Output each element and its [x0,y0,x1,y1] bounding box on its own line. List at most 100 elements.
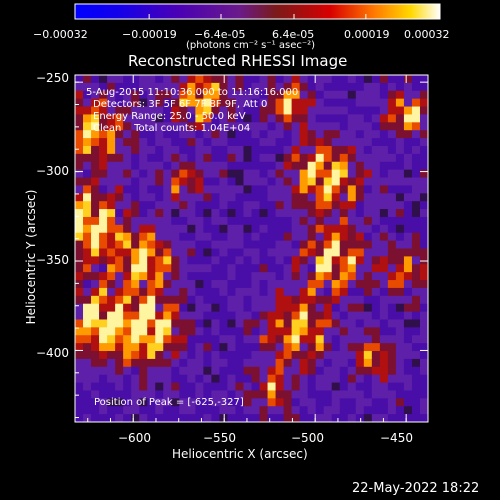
heatmap-cell [419,130,428,139]
heatmap-cell [355,90,365,100]
heatmap-cell [355,145,365,155]
heatmap-cell [171,374,180,384]
heatmap-cell [227,366,236,376]
heatmap-cell [355,287,365,297]
heatmap-cell [339,224,349,234]
heatmap-cell [171,193,180,202]
heatmap-cell [259,264,269,273]
heatmap-cell [243,153,252,163]
heatmap-cell [331,272,341,281]
heatmap-cell [363,390,373,399]
heatmap-cell [187,114,196,123]
heatmap-cell [139,232,148,242]
heatmap-cell [379,303,389,313]
heatmap-cell [219,382,228,391]
heatmap-cell [75,153,84,163]
heatmap-cell [107,240,116,249]
heatmap-cell [403,106,413,115]
heatmap-cell [163,264,172,273]
heatmap-cell [251,303,261,313]
heatmap-cell [331,122,341,131]
heatmap-cell [379,153,389,163]
heatmap-cell [403,98,413,108]
heatmap-cell [283,106,293,115]
heatmap-cell [235,75,244,84]
heatmap-cell [259,406,269,415]
heatmap-cell [307,122,317,131]
heatmap-cell [419,201,428,210]
heatmap-cell [139,374,148,384]
heatmap-cell [323,138,333,147]
heatmap-cell [251,287,261,297]
heatmap-cell [403,374,413,384]
heatmap-cell [323,398,333,407]
heatmap-cell [147,75,156,84]
heatmap-cell [155,169,164,179]
heatmap-cell [75,209,84,218]
heatmap-cell [251,272,261,281]
heatmap-cell [411,374,421,384]
heatmap-cell [299,82,309,92]
heatmap-cell [299,138,309,147]
heatmap-cell [291,177,301,186]
heatmap-cell [371,382,381,391]
heatmap-cell [339,201,349,210]
heatmap-cell [155,98,164,108]
heatmap-cell [379,98,389,108]
heatmap-cell [299,232,309,242]
heatmap-cell [371,114,381,123]
heatmap-cell [211,169,220,179]
heatmap-cell [395,161,405,171]
heatmap-cell [323,351,333,360]
heatmap-cell [403,240,413,249]
heatmap-cell [163,272,172,281]
heatmap-cell [259,201,269,210]
heatmap-cell [107,209,116,218]
heatmap-cell [315,366,325,376]
heatmap-cell [243,303,252,313]
heatmap-cell [131,248,140,257]
heatmap-cell [403,169,413,179]
heatmap-cell [331,216,341,226]
heatmap-cell [291,130,301,139]
heatmap-cell [283,366,293,376]
heatmap-cell [147,106,156,115]
heatmap-cell [83,75,92,84]
heatmap-cell [227,193,236,202]
heatmap-cell [355,177,365,186]
heatmap-cell [75,327,84,336]
heatmap-cell [147,319,156,328]
heatmap-cell [243,90,252,100]
heatmap-cell [411,398,421,407]
heatmap-cell [411,319,421,328]
heatmap-cell [251,82,261,92]
heatmap-cell [275,398,285,407]
colorbar-tick-label: 6.4e-05 [272,28,315,41]
heatmap-cell [203,161,212,171]
heatmap-cell [179,169,188,179]
heatmap-cell [91,169,100,179]
heatmap-cell [315,122,325,131]
heatmap-cell [211,216,220,226]
heatmap-cell [403,75,413,84]
heatmap-cell [187,122,196,131]
heatmap-cell [227,406,236,415]
heatmap-cell [275,169,285,179]
heatmap-cell [379,185,389,194]
heatmap-cell [219,374,228,384]
heatmap-cell [171,264,180,273]
heatmap-cell [107,82,116,92]
heatmap-cell [371,161,381,171]
heatmap-cell [139,201,148,210]
heatmap-cell [411,193,421,202]
heatmap-cell [283,256,293,265]
heatmap-cell [331,264,341,273]
heatmap-cell [179,327,188,336]
heatmap-cell [91,319,100,328]
heatmap-cell [291,335,301,344]
heatmap-cell [275,382,285,391]
heatmap-cell [395,390,405,399]
heatmap-cell [283,327,293,336]
heatmap-cell [355,122,365,131]
heatmap-cell [259,240,269,249]
